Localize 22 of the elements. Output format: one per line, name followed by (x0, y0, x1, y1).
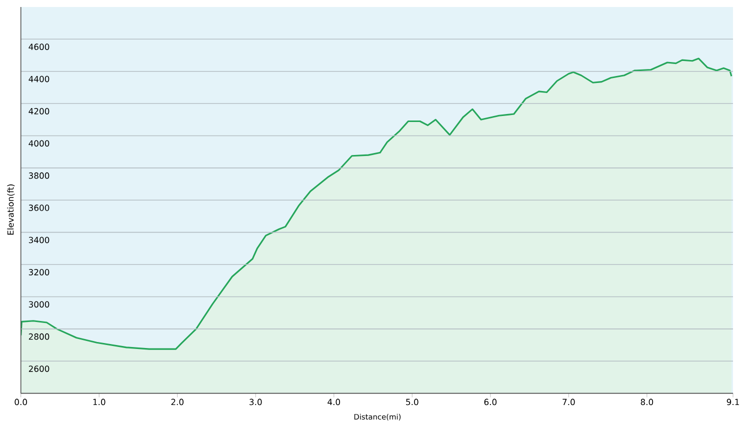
x-tick-label: 0.0 (14, 398, 27, 406)
y-tick-label: 3200 (28, 269, 50, 276)
x-tick-label: 9.1 (726, 398, 739, 406)
y-tick-label: 4600 (28, 44, 50, 50)
x-tick-label: 8.0 (640, 398, 654, 406)
y-tick-label: 2600 (28, 366, 50, 372)
y-axis-title: Elevation(ft) (7, 184, 15, 235)
x-tick-label: 6.0 (484, 398, 497, 406)
x-tick-label: 1.0 (93, 398, 106, 406)
y-tick-label: 2800 (28, 334, 50, 340)
y-tick-label: 3600 (28, 204, 50, 212)
y-tick-label: 3800 (28, 172, 50, 179)
y-tick-label: 4200 (28, 108, 50, 114)
x-tick-label: 2.0 (171, 398, 184, 406)
x-tick-label: 3.0 (250, 398, 262, 406)
x-tick-label: 5.0 (406, 398, 418, 406)
y-tick-label: 4000 (28, 140, 50, 147)
y-tick-label: 3000 (28, 301, 50, 308)
x-tick-label: 7.0 (562, 398, 575, 406)
y-tick-label: 4400 (28, 76, 50, 82)
x-tick-label: 4.0 (328, 398, 340, 406)
y-tick-label: 3400 (28, 236, 50, 244)
